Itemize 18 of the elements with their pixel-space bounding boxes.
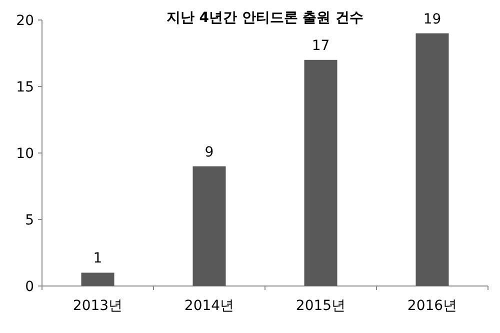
data-label: 9 [204,144,214,160]
data-label: 19 [423,11,442,28]
x-tick-label: 2016년 [407,298,458,314]
y-tick-label: 10 [16,146,34,162]
x-tick-label: 2015년 [296,298,346,314]
x-tick-label: 2014년 [184,298,234,314]
data-label: 1 [93,250,102,267]
y-tick-label: 20 [16,13,34,29]
bar [416,33,449,286]
x-tick-label: 2013년 [72,298,123,314]
y-tick-label: 0 [25,279,34,295]
bar [81,272,114,286]
bar [192,166,226,286]
y-tick-label: 15 [16,80,34,96]
chart-title: 지난 4년간 안티드론 출원 건수 [166,10,364,26]
data-label: 17 [312,38,330,54]
bar [304,60,338,286]
y-tick-label: 5 [25,212,34,228]
